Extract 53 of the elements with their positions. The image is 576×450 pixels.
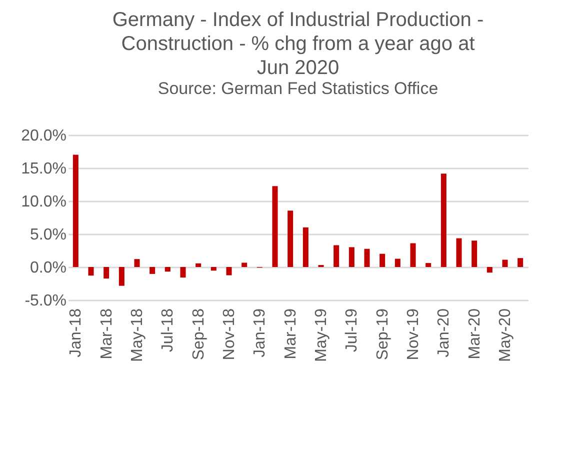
y-tick-label: -5.0% bbox=[24, 292, 66, 310]
y-tick-label: 0.0% bbox=[30, 260, 66, 276]
x-tick-label: Sep-19 bbox=[374, 308, 392, 360]
bar bbox=[242, 262, 248, 267]
bar bbox=[426, 263, 432, 267]
bar bbox=[486, 267, 492, 273]
bar bbox=[288, 210, 294, 267]
bar bbox=[226, 267, 232, 276]
bar bbox=[348, 247, 354, 267]
bar bbox=[210, 267, 216, 271]
y-tick-label: 20.0% bbox=[21, 128, 66, 144]
bar bbox=[380, 254, 386, 267]
bar bbox=[118, 267, 124, 286]
bar bbox=[104, 267, 110, 279]
x-tick-label: Jul-18 bbox=[160, 308, 177, 352]
bar bbox=[364, 248, 370, 267]
bar bbox=[72, 154, 78, 267]
x-tick-label: May-20 bbox=[497, 308, 514, 362]
bar bbox=[150, 267, 156, 274]
x-tick-label: Jul-19 bbox=[344, 308, 361, 352]
x-tick-label: Mar-18 bbox=[98, 308, 116, 360]
bar bbox=[394, 258, 400, 267]
bar bbox=[410, 243, 416, 267]
bar bbox=[88, 267, 94, 276]
y-tick-label: 15.0% bbox=[21, 160, 66, 178]
x-tick-label: Mar-19 bbox=[282, 308, 300, 360]
bar bbox=[440, 174, 446, 267]
x-tick-label: Nov-19 bbox=[405, 308, 422, 360]
y-tick-label: 10.0% bbox=[21, 194, 66, 210]
bar bbox=[134, 259, 140, 267]
x-tick-label: May-18 bbox=[129, 308, 146, 362]
bar bbox=[472, 240, 478, 267]
bar bbox=[180, 267, 186, 278]
x-tick-label: Mar-20 bbox=[466, 308, 484, 360]
x-tick-label: Nov-18 bbox=[221, 308, 238, 360]
x-tick-label: Jan-20 bbox=[436, 308, 453, 358]
text: Jun 2020 bbox=[256, 57, 340, 79]
bar bbox=[196, 263, 202, 267]
y-tick-label: 5.0% bbox=[30, 226, 66, 244]
bar bbox=[302, 227, 308, 267]
x-tick-label: Jan-19 bbox=[252, 308, 269, 358]
x-tick-label: Jan-18 bbox=[68, 308, 85, 358]
text: Construction - % chg from a year ago at bbox=[121, 33, 475, 55]
source-note: Source: German Fed Statistics Office bbox=[158, 79, 438, 98]
x-tick-label: May-19 bbox=[313, 308, 330, 362]
bar bbox=[518, 258, 524, 267]
bar bbox=[502, 260, 508, 267]
x-tick-label: Sep-18 bbox=[190, 308, 208, 360]
text: Germany - Index of Industrial Production - bbox=[112, 9, 484, 31]
bar bbox=[456, 238, 462, 267]
bar bbox=[272, 186, 278, 267]
bar bbox=[334, 245, 340, 267]
bar bbox=[164, 267, 170, 272]
